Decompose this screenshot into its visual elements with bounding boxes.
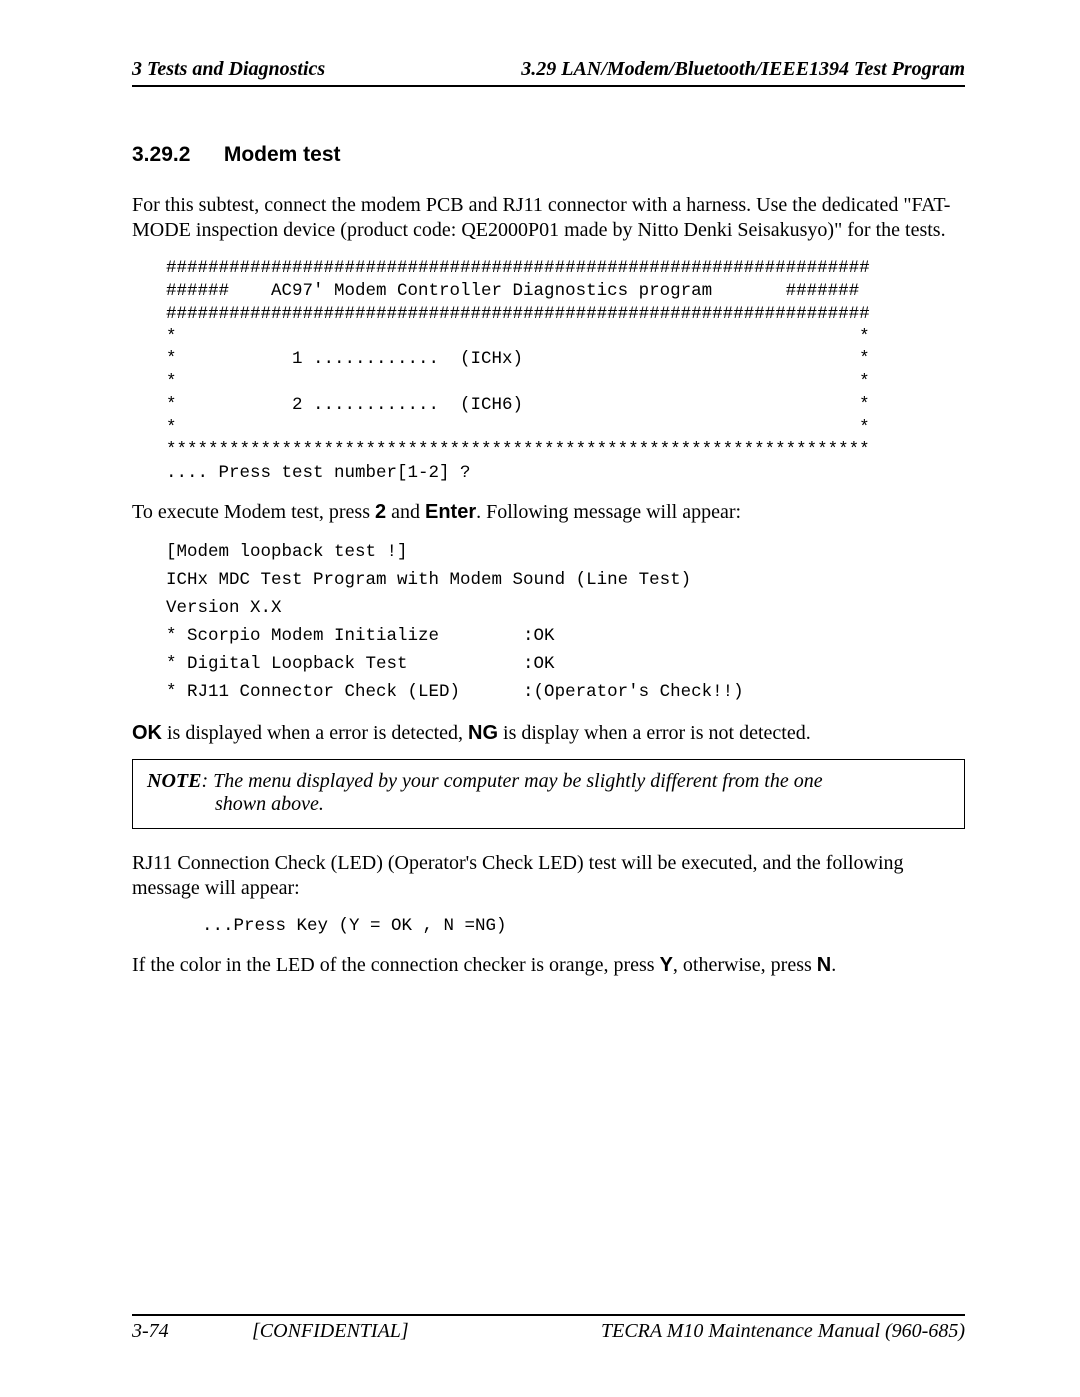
code-block-loopback: [Modem loopback test !] ICHx MDC Test Pr… xyxy=(166,538,965,706)
note-text-1: : The menu displayed by your computer ma… xyxy=(201,770,822,792)
note-label: NOTE xyxy=(147,770,201,792)
instruction-execute: To execute Modem test, press 2 and Enter… xyxy=(132,501,965,524)
paragraph-intro: For this subtest, connect the modem PCB … xyxy=(132,193,965,243)
note-text-2: shown above. xyxy=(215,793,324,815)
note-box: NOTE: The menu displayed by your compute… xyxy=(132,759,965,829)
section-heading: 3.29.2 Modem test xyxy=(132,143,965,167)
key-2: 2 xyxy=(375,501,386,523)
header-left: 3 Tests and Diagnostics xyxy=(132,58,325,81)
section-number: 3.29.2 xyxy=(132,143,218,167)
text: is displayed when a error is detected, xyxy=(162,722,468,744)
key-enter: Enter xyxy=(425,501,476,523)
header-right: 3.29 LAN/Modem/Bluetooth/IEEE1394 Test P… xyxy=(521,58,965,81)
text: If the color in the LED of the connectio… xyxy=(132,954,660,976)
text: To execute Modem test, press xyxy=(132,501,375,523)
text: is display when a error is not detected. xyxy=(498,722,811,744)
code-block-presskey: ...Press Key (Y = OK , N =NG) xyxy=(202,915,965,938)
text: . xyxy=(831,954,836,976)
label-ok: OK xyxy=(132,722,162,744)
footer-page-number: 3-74 xyxy=(132,1320,252,1343)
footer-confidential: [CONFIDENTIAL] xyxy=(252,1320,409,1343)
section-title: Modem test xyxy=(224,143,341,166)
code-block-menu: ########################################… xyxy=(166,257,965,485)
key-n: N xyxy=(817,954,831,976)
text: , otherwise, press xyxy=(673,954,817,976)
ok-ng-line: OK is displayed when a error is detected… xyxy=(132,722,965,745)
footer-manual-title: TECRA M10 Maintenance Manual (960-685) xyxy=(601,1320,965,1343)
footer: 3-74 [CONFIDENTIAL] TECRA M10 Maintenanc… xyxy=(132,1314,965,1343)
text: and xyxy=(386,501,425,523)
text: . Following message will appear: xyxy=(476,501,741,523)
page: 3 Tests and Diagnostics 3.29 LAN/Modem/B… xyxy=(0,0,1080,1397)
paragraph-rj11: RJ11 Connection Check (LED) (Operator's … xyxy=(132,851,965,901)
label-ng: NG xyxy=(468,722,498,744)
key-y: Y xyxy=(660,954,673,976)
paragraph-last: If the color in the LED of the connectio… xyxy=(132,954,965,977)
running-header: 3 Tests and Diagnostics 3.29 LAN/Modem/B… xyxy=(132,58,965,87)
